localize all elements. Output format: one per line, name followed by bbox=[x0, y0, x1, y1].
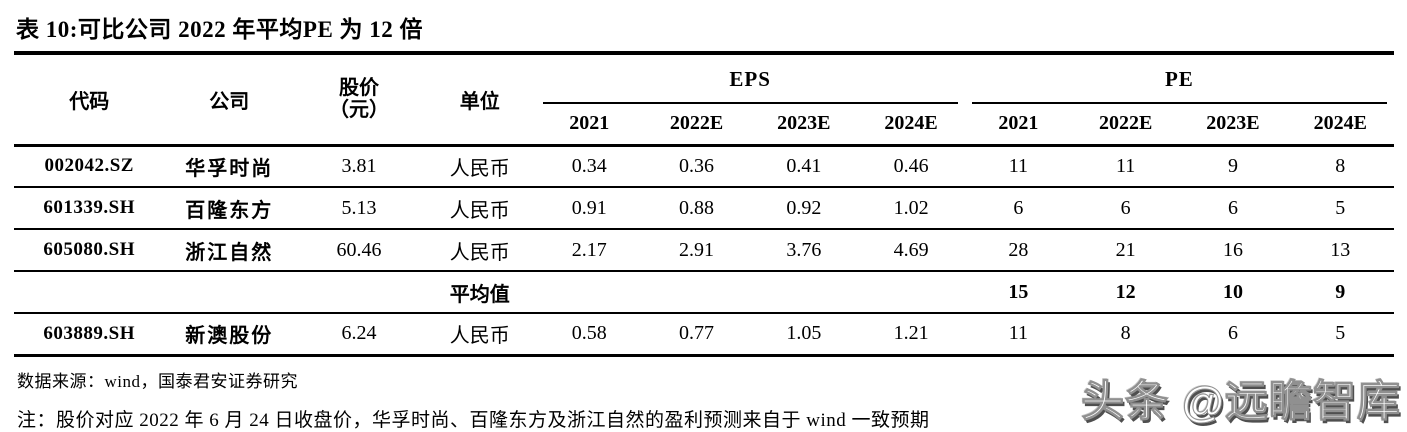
cell-price: 3.81 bbox=[294, 145, 424, 188]
cell-eps-2022e: 2.91 bbox=[642, 229, 751, 272]
header-eps-2023e: 2023E bbox=[750, 104, 858, 147]
cell-pe-2024e: 13 bbox=[1286, 229, 1394, 272]
cell-code: 603889.SH bbox=[14, 313, 165, 357]
cell-eps-2022e: 0.88 bbox=[642, 187, 751, 230]
header-eps-2024e: 2024E bbox=[857, 104, 965, 147]
cell-company: 浙江自然 bbox=[164, 229, 295, 272]
cell-pe-2022e: 11 bbox=[1072, 145, 1180, 188]
header-eps-2022e: 2022E bbox=[642, 104, 751, 147]
cell-unit: 人民币 bbox=[423, 187, 536, 230]
cell-eps-2022e: 0.77 bbox=[642, 313, 751, 357]
header-price-line2: （元） bbox=[328, 99, 389, 122]
header-pe-2023e: 2023E bbox=[1179, 104, 1287, 147]
header-code: 代码 bbox=[14, 55, 165, 147]
header-pe-2024e: 2024E bbox=[1286, 104, 1394, 147]
cell-pe-2022e: 12 bbox=[1072, 271, 1180, 314]
cell-eps-2021: 0.91 bbox=[535, 187, 643, 230]
average-label: 平均值 bbox=[423, 271, 536, 314]
table-row: 605080.SH 浙江自然 60.46 人民币 2.17 2.91 3.76 … bbox=[14, 229, 1394, 272]
cell-eps-2023e bbox=[750, 271, 858, 314]
cell-code: 002042.SZ bbox=[14, 145, 165, 188]
cell-pe-2022e: 8 bbox=[1072, 313, 1180, 357]
cell-eps-2024e: 4.69 bbox=[857, 229, 965, 272]
cell-pe-2021: 6 bbox=[964, 187, 1073, 230]
cell-eps-2024e bbox=[857, 271, 965, 314]
header-years-row: 2021 2022E 2023E 2024E 2021 2022E 2023E … bbox=[14, 104, 1394, 147]
cell-price bbox=[294, 271, 424, 314]
header-pe-group: PE bbox=[965, 55, 1394, 104]
cell-pe-2024e: 8 bbox=[1286, 145, 1394, 188]
table-title: 表 10:可比公司 2022 年平均PE 为 12 倍 bbox=[14, 8, 1394, 55]
cell-company: 新澳股份 bbox=[164, 313, 295, 357]
cell-eps-2021: 2.17 bbox=[535, 229, 643, 272]
data-source-note: 数据来源：wind，国泰君安证券研究 bbox=[17, 371, 298, 391]
cell-pe-2024e: 9 bbox=[1286, 271, 1394, 314]
cell-pe-2021: 11 bbox=[964, 313, 1073, 357]
table-row: 002042.SZ 华孚时尚 3.81 人民币 0.34 0.36 0.41 0… bbox=[14, 145, 1394, 188]
cell-eps-2023e: 3.76 bbox=[750, 229, 858, 272]
watermark-toutiao: 头条 @远瞻智库 bbox=[1081, 378, 1401, 427]
cell-pe-2024e: 5 bbox=[1286, 313, 1394, 357]
table-row: 601339.SH 百隆东方 5.13 人民币 0.91 0.88 0.92 1… bbox=[14, 187, 1394, 230]
header-price-line1: 股价 bbox=[338, 76, 379, 99]
cell-eps-2024e: 1.21 bbox=[857, 313, 965, 357]
header-eps-2021: 2021 bbox=[535, 104, 643, 147]
header-group-row: 代码 公司 股价 （元） 单位 EPS PE bbox=[14, 55, 1394, 147]
header-unit: 单位 bbox=[423, 55, 536, 147]
cell-eps-2021: 0.58 bbox=[535, 313, 643, 357]
cell-eps-2021 bbox=[535, 271, 643, 314]
cell-eps-2023e: 0.92 bbox=[750, 187, 858, 230]
header-company: 公司 bbox=[164, 55, 295, 147]
cell-eps-2024e: 1.02 bbox=[857, 187, 965, 230]
cell-price: 5.13 bbox=[294, 187, 424, 230]
cell-eps-2023e: 0.41 bbox=[750, 145, 858, 188]
cell-unit: 人民币 bbox=[423, 145, 536, 188]
header-eps-group: EPS bbox=[536, 55, 965, 104]
cell-pe-2023e: 6 bbox=[1179, 313, 1287, 357]
cell-pe-2021: 28 bbox=[964, 229, 1073, 272]
table-row-average: 平均值 15 12 10 9 bbox=[14, 271, 1394, 314]
cell-pe-2023e: 6 bbox=[1179, 187, 1287, 230]
cell-pe-2024e: 5 bbox=[1286, 187, 1394, 230]
cell-eps-2024e: 0.46 bbox=[857, 145, 965, 188]
cell-pe-2022e: 21 bbox=[1072, 229, 1180, 272]
header-pe-2022e: 2022E bbox=[1072, 104, 1180, 147]
cell-eps-2021: 0.34 bbox=[535, 145, 643, 188]
cell-code: 605080.SH bbox=[14, 229, 165, 272]
cell-eps-2022e bbox=[642, 271, 751, 314]
table-row: 603889.SH 新澳股份 6.24 人民币 0.58 0.77 1.05 1… bbox=[14, 313, 1394, 357]
cell-pe-2023e: 9 bbox=[1179, 145, 1287, 188]
cell-eps-2022e: 0.36 bbox=[642, 145, 751, 188]
cell-unit: 人民币 bbox=[423, 313, 536, 357]
cell-pe-2021: 11 bbox=[964, 145, 1073, 188]
cell-price: 6.24 bbox=[294, 313, 424, 357]
cell-pe-2021: 15 bbox=[964, 271, 1073, 314]
cell-code: 601339.SH bbox=[14, 187, 165, 230]
cell-eps-2023e: 1.05 bbox=[750, 313, 858, 357]
cell-price: 60.46 bbox=[294, 229, 424, 272]
header-price: 股价 （元） bbox=[294, 55, 424, 147]
comparable-companies-table: 代码 公司 股价 （元） 单位 EPS PE 2021 2022E 2023E … bbox=[14, 55, 1394, 357]
cell-company: 华孚时尚 bbox=[164, 145, 295, 188]
cell-pe-2023e: 10 bbox=[1179, 271, 1287, 314]
cell-pe-2023e: 16 bbox=[1179, 229, 1287, 272]
cell-unit: 人民币 bbox=[423, 229, 536, 272]
cell-company: 百隆东方 bbox=[164, 187, 295, 230]
header-pe-2021: 2021 bbox=[964, 104, 1073, 147]
footnote: 注：股价对应 2022 年 6 月 24 日收盘价，华孚时尚、百隆东方及浙江自然… bbox=[17, 409, 930, 431]
cell-code bbox=[14, 271, 165, 314]
cell-company bbox=[164, 271, 295, 314]
cell-pe-2022e: 6 bbox=[1072, 187, 1180, 230]
